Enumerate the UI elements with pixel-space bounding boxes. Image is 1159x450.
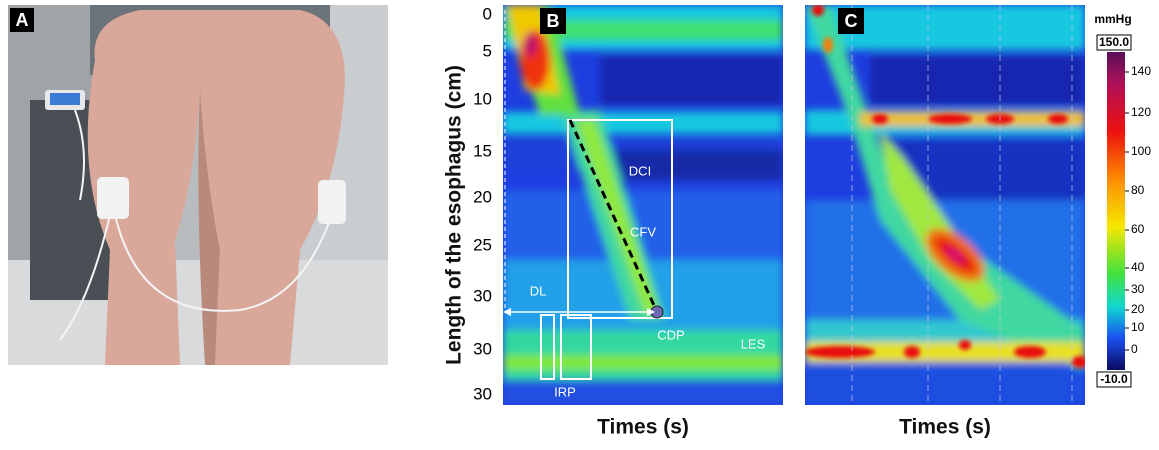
colorbar-tick-label: 10	[1131, 320, 1145, 334]
annotation: DCI	[629, 163, 651, 178]
colorbar-tick-label: 30	[1131, 282, 1145, 296]
annotation: LES	[741, 336, 766, 351]
y-tick-label: 30	[473, 339, 492, 358]
heatmap	[503, 5, 783, 405]
y-tick-label: 5	[483, 41, 492, 60]
y-tick-label: 10	[473, 89, 492, 108]
y-tick-label: 25	[473, 235, 492, 254]
colorbar-min-box	[1096, 371, 1132, 388]
colorbar-tick-label: 100	[1131, 144, 1151, 158]
panel-label-box	[838, 8, 864, 34]
colorbar-tick-label: 0	[1131, 342, 1138, 356]
colorbar	[1107, 52, 1125, 370]
y-tick-label: 30	[473, 286, 492, 305]
y-tick-label: 20	[473, 187, 492, 206]
panel-label-box	[540, 8, 566, 34]
colorbar-tick-label: 60	[1131, 222, 1145, 236]
colorbar-tick-label: 80	[1131, 183, 1145, 197]
colorbar-max: 150.0	[1099, 35, 1129, 49]
y-tick-label: 30	[473, 384, 492, 403]
annotation: CFV	[630, 224, 656, 239]
photo	[8, 5, 388, 365]
colorbar-min: -10.0	[1100, 372, 1128, 386]
x-axis-label: Times (s)	[899, 416, 991, 439]
colorbar-unit: mmHg	[1094, 12, 1131, 26]
annotation: CDP	[657, 327, 684, 342]
panel-label: C	[845, 11, 858, 31]
colorbar-tick-label: 120	[1131, 105, 1151, 119]
y-tick-label: 0	[483, 4, 492, 23]
annotation: IRP	[554, 384, 576, 399]
annotation: DL	[530, 283, 547, 298]
x-axis-label: Times (s)	[597, 416, 689, 439]
colorbar-max-box	[1096, 34, 1132, 51]
y-axis-label: Length of the esophagus (cm)	[443, 65, 466, 365]
panel-label: A	[16, 10, 29, 30]
panel-label: B	[547, 11, 560, 31]
colorbar-tick-label: 20	[1131, 302, 1145, 316]
colorbar-tick-label: 40	[1131, 260, 1145, 274]
panel-label-box	[10, 8, 34, 32]
heatmap	[805, 5, 1085, 405]
y-tick-label: 15	[473, 141, 492, 160]
colorbar-tick-label: 140	[1131, 64, 1151, 78]
